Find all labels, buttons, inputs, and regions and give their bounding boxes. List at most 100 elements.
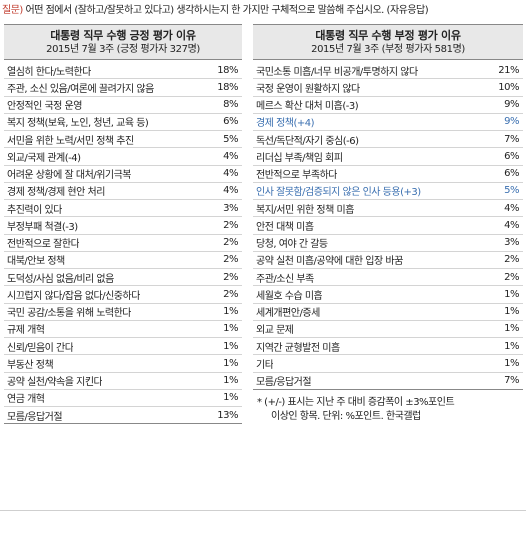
row-label: 공약 실천/약속을 지킨다 bbox=[7, 377, 103, 389]
row-value: 4% bbox=[223, 168, 238, 180]
row-label: 연금 개혁 bbox=[7, 394, 45, 406]
row-label: 기타 bbox=[256, 359, 274, 371]
table-row: 지역간 균형발전 미흡 1% bbox=[253, 338, 523, 356]
row-label: 세계개편안/증세 bbox=[256, 308, 320, 320]
row-label: 국민 공감/소통을 위해 노력한다 bbox=[7, 308, 132, 320]
row-value: 9% bbox=[504, 99, 519, 111]
row-label: 당청, 여야 간 갈등 bbox=[256, 239, 328, 251]
table-row: 안전 대책 미흡 4% bbox=[253, 217, 523, 235]
table-row: 독선/독단적/자기 중심(-6) 7% bbox=[253, 131, 523, 149]
table-row: 대북/안보 정책 2% bbox=[4, 252, 242, 269]
table-row: 복지 정책(보육, 노인, 청년, 교육 등) 6% bbox=[4, 114, 242, 131]
row-value: 10% bbox=[498, 81, 519, 93]
row-value: 13% bbox=[217, 409, 238, 421]
table-row: 부동산 정책 1% bbox=[4, 355, 242, 373]
table-row: 전반적으로 잘한다 2% bbox=[4, 235, 242, 252]
row-value: 1% bbox=[223, 357, 238, 369]
table-row: 서민을 위한 노력/서민 정책 추진 5% bbox=[4, 131, 242, 149]
row-value: 21% bbox=[498, 64, 519, 76]
table-row: 국민소통 미흡/너무 비공개/투명하지 않다 21% bbox=[253, 62, 523, 80]
row-label: 주관, 소신 있음/여론에 끌려가지 않음 bbox=[7, 83, 154, 95]
row-label: 신뢰/믿음이 간다 bbox=[7, 342, 74, 354]
table-row: 기타 1% bbox=[253, 355, 523, 373]
positive-reasons-table: 대통령 직무 수행 긍정 평가 이유 2015년 7월 3주 (긍정 평가자 3… bbox=[4, 24, 242, 425]
negative-rows: 국민소통 미흡/너무 비공개/투명하지 않다 21% 국정 운영이 원활하지 않다 1… bbox=[253, 62, 523, 390]
row-value: 2% bbox=[223, 271, 238, 283]
row-value: 2% bbox=[504, 271, 519, 283]
footnote-line-1: * (+/-) 표시는 지난 주 대비 증감폭이 ±3%포인트 bbox=[257, 396, 455, 408]
row-label: 모름/응답거절 bbox=[7, 411, 63, 423]
table-row: 규제 개혁 1% bbox=[4, 321, 242, 338]
row-value: 1% bbox=[223, 323, 238, 335]
row-label: 외교/국제 관계(-4) bbox=[7, 152, 81, 164]
question-body: 어떤 점에서 (잘하고/잘못하고 있다고) 생각하시는지 한 가지만 구체적으로… bbox=[25, 5, 429, 16]
table-row: 외교 문제 1% bbox=[253, 321, 523, 338]
table-row: 주관, 소신 있음/여론에 끌려가지 않음 18% bbox=[4, 79, 242, 97]
positive-table-header: 대통령 직무 수행 긍정 평가 이유 2015년 7월 3주 (긍정 평가자 3… bbox=[4, 24, 242, 60]
row-label: 공약 실천 미흡/공약에 대한 입장 바꿈 bbox=[256, 256, 403, 268]
row-label: 인사 잘못함/검증되지 않은 인사 등용(+3) bbox=[256, 187, 421, 199]
table-row: 안정적인 국정 운영 8% bbox=[4, 97, 242, 114]
row-value: 6% bbox=[504, 168, 519, 180]
row-label: 주관/소신 부족 bbox=[256, 273, 314, 285]
row-label: 도덕성/사심 없음/비리 없음 bbox=[7, 273, 114, 285]
row-value: 1% bbox=[504, 357, 519, 369]
row-label: 어려운 상황에 잘 대처/위기극복 bbox=[7, 170, 132, 182]
footnote-line-2: 이상인 항목. 단위: %포인트. 한국갤럽 bbox=[271, 410, 421, 422]
row-value: 3% bbox=[504, 237, 519, 249]
row-label: 열심히 한다/노력한다 bbox=[7, 66, 91, 78]
row-value: 5% bbox=[223, 133, 238, 145]
row-label: 규제 개혁 bbox=[7, 325, 45, 337]
row-value: 18% bbox=[217, 81, 238, 93]
row-value: 4% bbox=[223, 185, 238, 197]
row-value: 2% bbox=[223, 254, 238, 266]
row-label: 안정적인 국정 운영 bbox=[7, 101, 82, 113]
positive-table-title: 대통령 직무 수행 긍정 평가 이유 bbox=[50, 29, 196, 42]
row-value: 7% bbox=[504, 375, 519, 387]
row-label: 시끄럽지 않다/잡음 없다/신중하다 bbox=[7, 290, 140, 302]
row-label: 메르스 확산 대처 미흡(-3) bbox=[256, 101, 359, 113]
row-label: 복지/서민 위한 정책 미흡 bbox=[256, 204, 354, 216]
row-label: 전반적으로 잘한다 bbox=[7, 239, 80, 251]
row-label: 서민을 위한 노력/서민 정책 추진 bbox=[7, 135, 134, 147]
table-row: 외교/국제 관계(-4) 4% bbox=[4, 148, 242, 166]
row-value: 5% bbox=[504, 185, 519, 197]
row-label: 경제 정책(+4) bbox=[256, 118, 315, 130]
row-value: 1% bbox=[223, 340, 238, 352]
table-row: 모름/응답거절 13% bbox=[4, 407, 242, 425]
bottom-divider bbox=[0, 510, 526, 511]
row-label: 안전 대책 미흡 bbox=[256, 221, 314, 233]
table-row: 복지/서민 위한 정책 미흡 4% bbox=[253, 200, 523, 218]
table-row: 국정 운영이 원활하지 않다 10% bbox=[253, 79, 523, 97]
table-row: 연금 개혁 1% bbox=[4, 390, 242, 407]
negative-table-title: 대통령 직무 수행 부정 평가 이유 bbox=[315, 29, 461, 42]
table-row: 부정부패 척결(-3) 2% bbox=[4, 217, 242, 235]
row-value: 9% bbox=[504, 116, 519, 128]
row-label: 국민소통 미흡/너무 비공개/투명하지 않다 bbox=[256, 66, 418, 78]
row-value: 18% bbox=[217, 64, 238, 76]
table-row: 공약 실천/약속을 지킨다 1% bbox=[4, 373, 242, 390]
row-value: 1% bbox=[223, 375, 238, 387]
row-label: 대북/안보 정책 bbox=[7, 256, 65, 268]
positive-table-subtitle: 2015년 7월 3주 (긍정 평가자 327명) bbox=[46, 44, 200, 55]
row-label: 전반적으로 부족하다 bbox=[256, 170, 337, 182]
row-value: 8% bbox=[223, 99, 238, 111]
table-row: 도덕성/사심 없음/비리 없음 2% bbox=[4, 269, 242, 287]
row-label: 국정 운영이 원활하지 않다 bbox=[256, 83, 360, 95]
row-label: 추진력이 있다 bbox=[7, 204, 62, 216]
table-row: 세월호 수습 미흡 1% bbox=[253, 286, 523, 304]
row-value: 4% bbox=[504, 202, 519, 214]
row-value: 2% bbox=[223, 237, 238, 249]
table-row: 주관/소신 부족 2% bbox=[253, 269, 523, 287]
table-row: 열심히 한다/노력한다 18% bbox=[4, 62, 242, 80]
table-row: 국민 공감/소통을 위해 노력한다 1% bbox=[4, 304, 242, 321]
table-row: 공약 실천 미흡/공약에 대한 입장 바꿈 2% bbox=[253, 252, 523, 269]
row-value: 3% bbox=[223, 202, 238, 214]
row-value: 1% bbox=[223, 392, 238, 404]
row-value: 1% bbox=[504, 288, 519, 300]
table-row: 인사 잘못함/검증되지 않은 인사 등용(+3) 5% bbox=[253, 183, 523, 200]
row-value: 7% bbox=[504, 133, 519, 145]
negative-reasons-table: 대통령 직무 수행 부정 평가 이유 2015년 7월 3주 (부정 평가자 5… bbox=[253, 24, 523, 424]
table-row: 당청, 여야 간 갈등 3% bbox=[253, 235, 523, 252]
row-value: 4% bbox=[504, 219, 519, 231]
